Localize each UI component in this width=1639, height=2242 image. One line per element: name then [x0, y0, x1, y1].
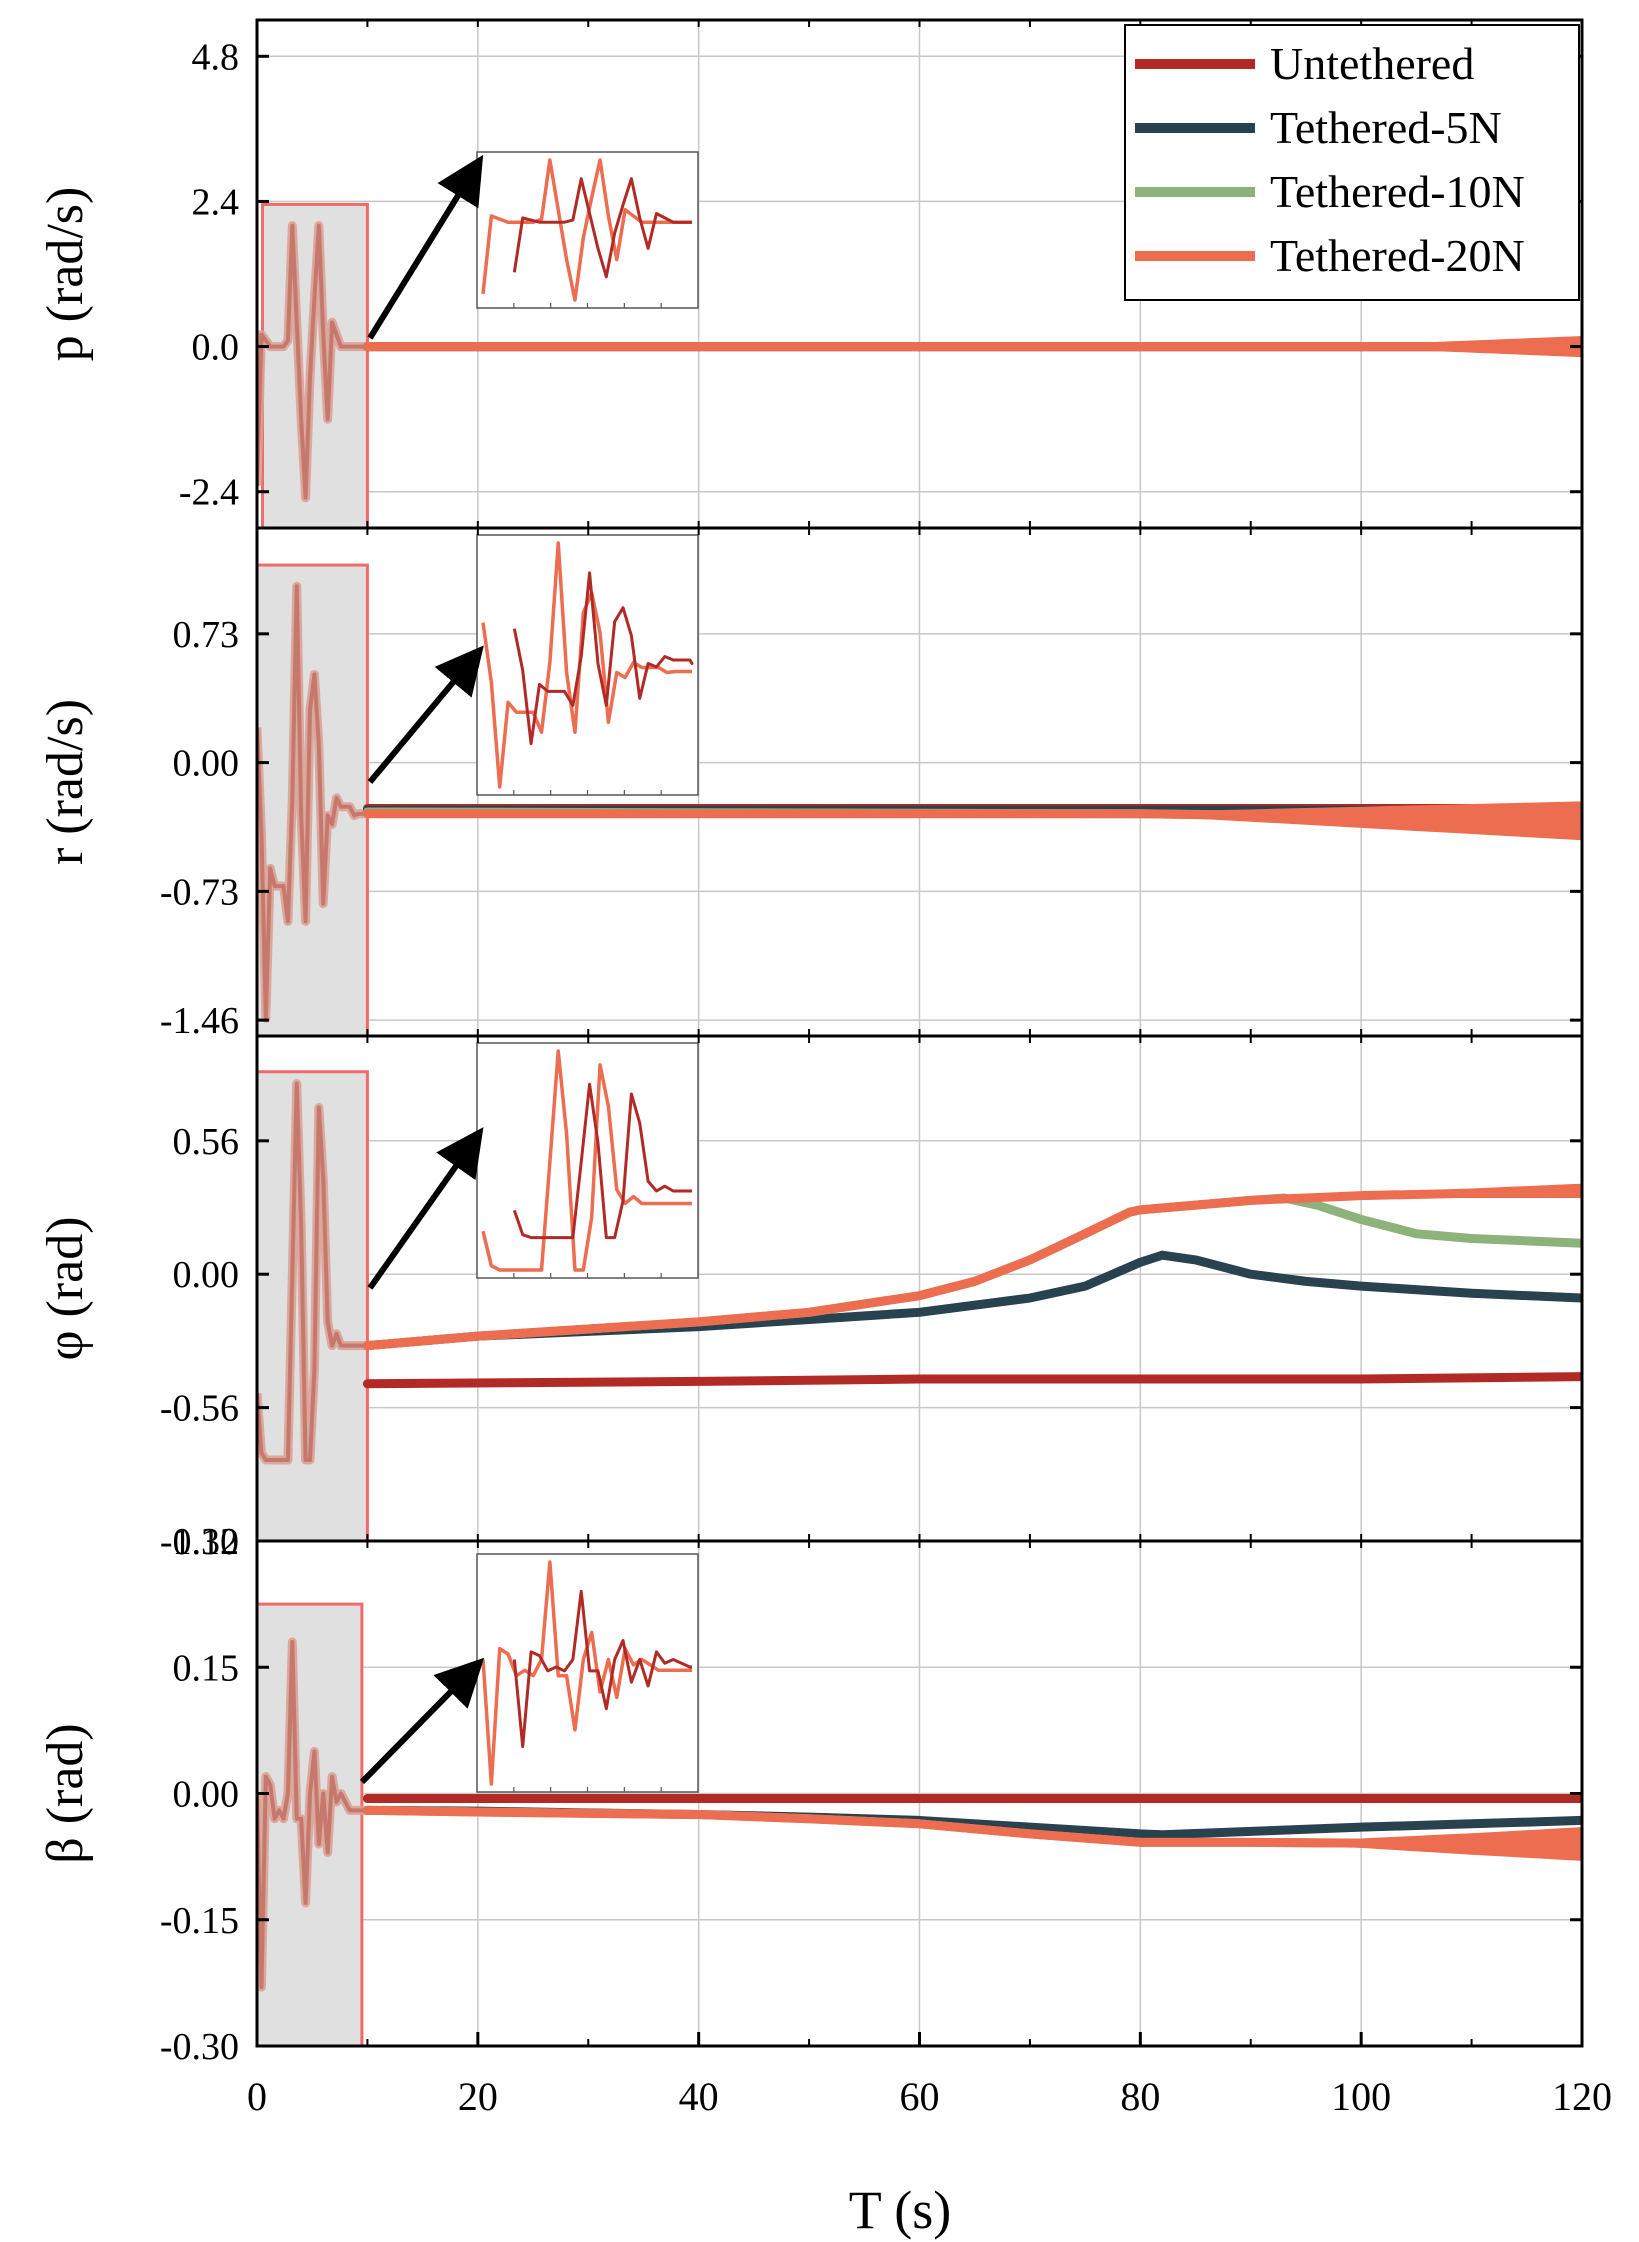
y-tick-label: 0.00	[173, 1254, 240, 1296]
x-axis: T (s) 0 20 40 60 80 100 120	[247, 2032, 1612, 2240]
y-axis-label: φ (rad)	[37, 1216, 94, 1360]
y-tick-label: 0.0	[192, 327, 240, 369]
y-tick-label: -1.12	[160, 1521, 239, 1563]
zoom-inset	[476, 534, 699, 796]
x-tick-label: 60	[900, 2074, 940, 2119]
x-tick-label: 80	[1120, 2074, 1160, 2119]
y-axis: 0.56 0.00 -0.56 -1.12 φ (rad)	[37, 1036, 1582, 1563]
y-tick-label: 0.00	[173, 743, 240, 785]
inset-line	[481, 1049, 692, 1272]
y-tick-label: 0.56	[173, 1121, 240, 1163]
grid	[257, 528, 1582, 1036]
transient-line-core	[257, 223, 368, 500]
zoom-inset	[476, 1042, 699, 1279]
series-line	[362, 1805, 1582, 1849]
zoom-arrow	[367, 154, 484, 340]
panel-1: 4.8 2.4 0.0 -2.4 p (rad/s)	[37, 18, 1584, 530]
inset-line	[512, 177, 692, 279]
legend-label: Tethered-10N	[1270, 166, 1525, 217]
y-tick-label: 4.8	[192, 36, 240, 78]
inset-line	[512, 571, 694, 746]
y-axis-label: β (rad)	[37, 1723, 94, 1864]
zoom-inset	[476, 1553, 699, 1793]
y-tick-label: 0.73	[173, 614, 240, 656]
series-line	[362, 809, 1582, 826]
series-line	[362, 1186, 1582, 1351]
panel-2: 0.73 0.00 -0.73 -1.46 r (rad/s)	[37, 526, 1584, 1042]
plot-area	[257, 202, 1582, 528]
x-axis-label: T (s)	[849, 2180, 952, 2240]
y-tick-label: 2.4	[192, 181, 240, 223]
panel-3: 0.56 0.00 -0.56 -1.12 φ (rad)	[37, 1034, 1584, 1563]
legend-label: Tethered-5N	[1270, 102, 1502, 153]
zoom-arrow	[359, 1657, 485, 1785]
y-tick-label: 0.30	[173, 1521, 240, 1563]
x-tick-label: 120	[1552, 2074, 1612, 2119]
inset-frame	[476, 151, 699, 309]
transient-line-core	[257, 1640, 368, 1990]
transient-line-core	[257, 584, 368, 1021]
y-tick-label: -1.46	[160, 1000, 239, 1042]
plot-area	[257, 1070, 1582, 1541]
plot-area	[257, 563, 1582, 1036]
y-tick-label: 0.15	[173, 1647, 240, 1689]
y-tick-label: -0.73	[160, 871, 239, 913]
zoom-arrow	[367, 1127, 484, 1290]
x-tick-label: 40	[679, 2074, 719, 2119]
y-tick-label: -0.30	[160, 2026, 239, 2068]
inset-line	[512, 1589, 692, 1749]
y-tick-label: 0.00	[173, 1774, 240, 1816]
y-axis-label: r (rad/s)	[37, 699, 94, 865]
zoom-inset	[476, 151, 699, 309]
x-tick-label: 20	[458, 2074, 498, 2119]
legend-label: Tethered-20N	[1270, 230, 1525, 281]
inset-frame	[476, 534, 699, 796]
legend-label: Untethered	[1270, 38, 1474, 89]
y-axis: 0.30 0.15 0.00 -0.15 -0.30 β (rad)	[37, 1521, 1582, 2068]
inset-line	[512, 1082, 692, 1240]
y-axis-label: p (rad/s)	[37, 187, 94, 362]
x-tick-label: 0	[247, 2074, 267, 2119]
panel-4: 0.30 0.15 0.00 -0.15 -0.30 β (rad)	[37, 1521, 1584, 2068]
plot-area	[257, 1602, 1582, 2046]
y-axis: 0.73 0.00 -0.73 -1.46 r (rad/s)	[37, 528, 1582, 1042]
y-tick-label: -0.15	[160, 1900, 239, 1942]
y-tick-label: -2.4	[179, 472, 239, 514]
inset-line	[481, 158, 692, 302]
panels-layer: 4.8 2.4 0.0 -2.4 p (rad/s) 0.73 0.00 -0.73 -1.46…	[37, 18, 1584, 2068]
transient-line-core	[257, 1081, 368, 1463]
x-tick-label: 100	[1331, 2074, 1391, 2119]
y-tick-label: -0.56	[160, 1388, 239, 1430]
zoom-arrow	[367, 645, 484, 784]
legend: Untethered Tethered-5N Tethered-10N Tethere…	[1124, 24, 1580, 301]
grid	[257, 1541, 1582, 2046]
y-axis: 4.8 2.4 0.0 -2.4 p (rad/s)	[37, 20, 1582, 528]
series-line	[362, 1372, 1582, 1389]
inset-frame	[476, 1553, 699, 1793]
